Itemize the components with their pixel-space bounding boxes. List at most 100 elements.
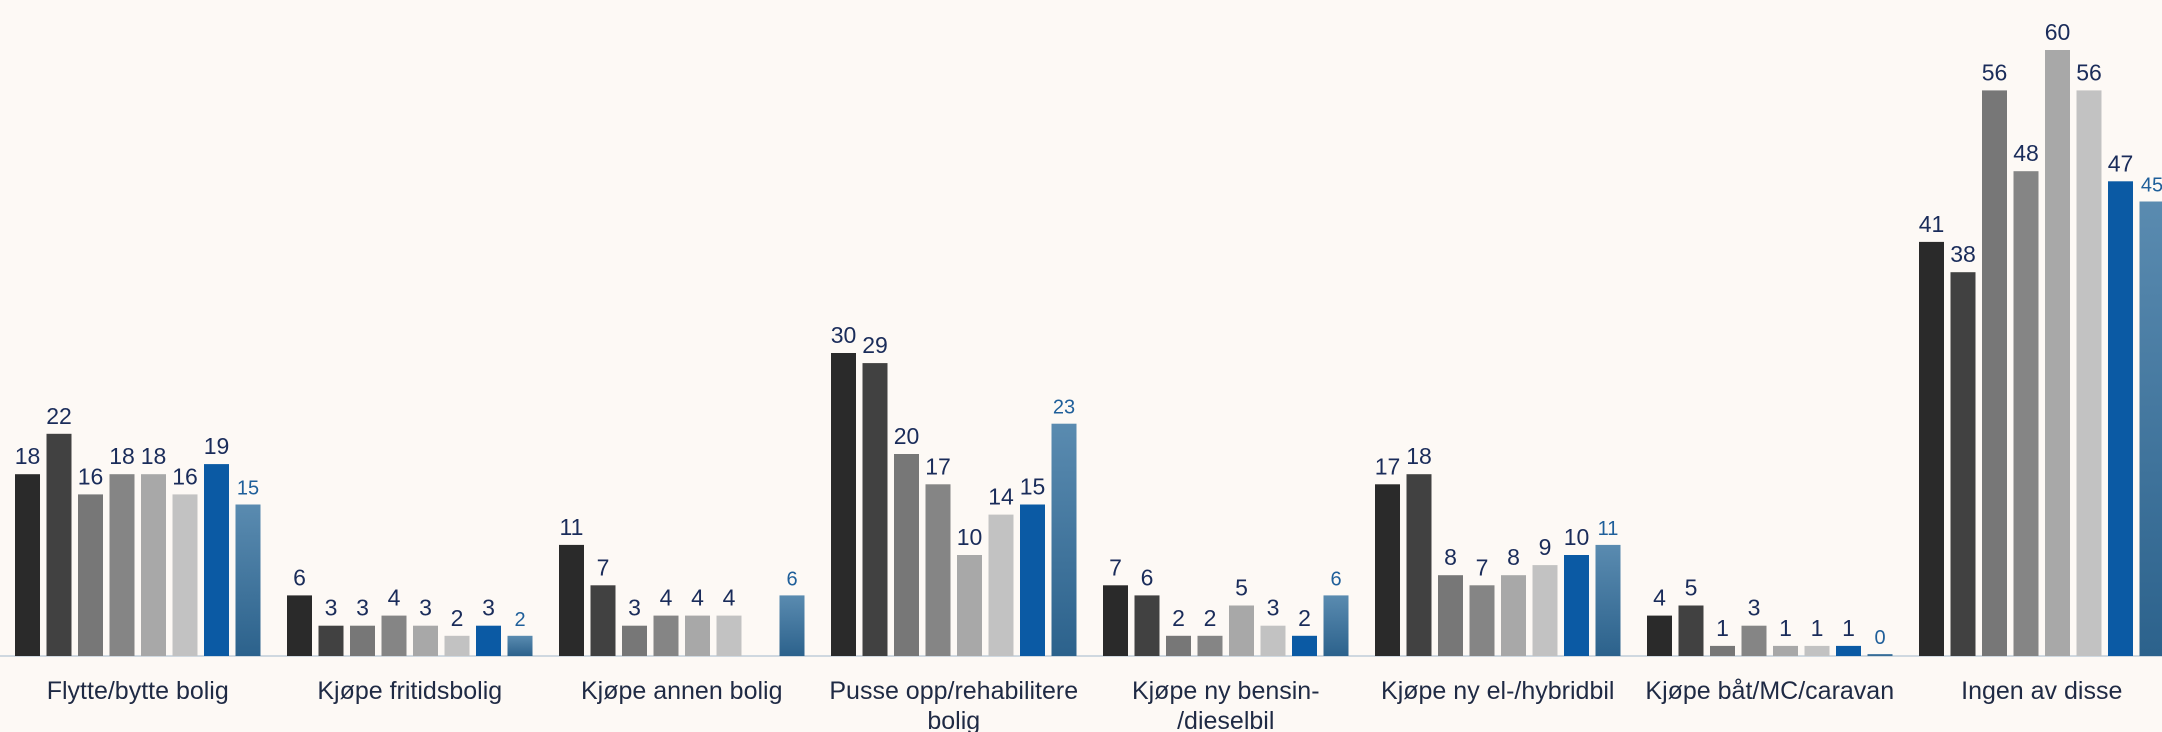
value-label-7-series-5: 1 bbox=[1779, 615, 1792, 641]
value-label-2-series-5: 3 bbox=[419, 595, 432, 621]
bar-1-series-3 bbox=[78, 494, 103, 656]
category-label-4: Pusse opp/rehabilitere bolig bbox=[829, 677, 1078, 732]
bar-8-series-3 bbox=[1982, 90, 2007, 656]
bar-5-series-8 bbox=[1323, 595, 1349, 656]
value-label-6-series-5: 8 bbox=[1507, 544, 1520, 570]
value-label-4-series-2: 29 bbox=[862, 332, 888, 358]
category-label-2: Kjøpe fritidsbolig bbox=[317, 677, 502, 705]
bar-3-series-1 bbox=[559, 544, 584, 656]
value-label-5-series-1: 7 bbox=[1109, 554, 1122, 580]
value-label-1-series-1: 18 bbox=[15, 443, 41, 469]
value-label-7-series-8: 0 bbox=[1874, 627, 1885, 649]
value-label-6-series-2: 18 bbox=[1406, 443, 1432, 469]
value-label-4-series-8: 23 bbox=[1053, 397, 1075, 419]
bar-7-series-4 bbox=[1741, 625, 1767, 656]
value-label-4-series-6: 14 bbox=[988, 484, 1014, 510]
value-label-4-series-4: 17 bbox=[925, 453, 951, 479]
bar-5-series-2 bbox=[1134, 595, 1160, 656]
value-label-6-series-3: 8 bbox=[1444, 544, 1457, 570]
bar-8-series-8 bbox=[2139, 201, 2162, 656]
value-label-1-series-5: 18 bbox=[141, 443, 167, 469]
value-label-7-series-6: 1 bbox=[1811, 615, 1824, 641]
value-label-8-series-5: 60 bbox=[2045, 19, 2071, 45]
value-label-4-series-7: 15 bbox=[1020, 474, 1046, 500]
bar-7-series-3 bbox=[1710, 645, 1735, 656]
bar-5-series-3 bbox=[1166, 635, 1191, 656]
bar-1-series-7 bbox=[204, 464, 229, 656]
bar-4-series-2 bbox=[862, 363, 888, 656]
value-label-6-series-7: 10 bbox=[1564, 524, 1590, 550]
value-label-8-series-1: 41 bbox=[1919, 211, 1945, 237]
value-label-7-series-4: 3 bbox=[1748, 595, 1761, 621]
value-label-3-series-6: 4 bbox=[723, 585, 736, 611]
bar-7-series-8 bbox=[1867, 654, 1893, 656]
bar-1-series-8 bbox=[235, 504, 261, 656]
bar-4-series-5 bbox=[957, 555, 982, 656]
bar-5-series-1 bbox=[1103, 585, 1128, 656]
value-label-8-series-7: 47 bbox=[2108, 150, 2134, 176]
value-label-3-series-1: 11 bbox=[560, 514, 584, 540]
bar-5-series-5 bbox=[1229, 605, 1254, 656]
value-label-6-series-6: 9 bbox=[1539, 534, 1552, 560]
value-label-7-series-7: 1 bbox=[1842, 615, 1855, 641]
value-label-7-series-1: 4 bbox=[1653, 585, 1666, 611]
bar-8-series-4 bbox=[2013, 171, 2039, 656]
bar-3-series-6 bbox=[716, 615, 742, 656]
bar-2-series-3 bbox=[350, 625, 375, 656]
bar-3-series-5 bbox=[685, 615, 710, 656]
bar-7-series-7 bbox=[1836, 645, 1861, 656]
value-label-3-series-3: 3 bbox=[628, 595, 641, 621]
bar-4-series-7 bbox=[1020, 504, 1045, 656]
bar-6-series-1 bbox=[1375, 484, 1400, 656]
bar-8-series-1 bbox=[1919, 241, 1944, 656]
category-label-5: Kjøpe ny bensin-/dieselbil bbox=[1132, 677, 1320, 732]
value-label-1-series-8: 15 bbox=[237, 478, 259, 500]
value-label-2-series-3: 3 bbox=[356, 595, 369, 621]
bar-2-series-5 bbox=[413, 625, 438, 656]
bar-6-series-6 bbox=[1532, 565, 1558, 656]
value-label-5-series-8: 6 bbox=[1330, 568, 1341, 590]
bar-6-series-2 bbox=[1406, 474, 1432, 656]
bar-8-series-2 bbox=[1950, 272, 1976, 656]
bar-7-series-6 bbox=[1804, 645, 1830, 656]
value-label-8-series-4: 48 bbox=[2013, 140, 2039, 166]
bar-8-series-7 bbox=[2108, 181, 2133, 657]
value-label-2-series-1: 6 bbox=[293, 564, 306, 590]
value-label-4-series-3: 20 bbox=[894, 423, 920, 449]
bar-7-series-2 bbox=[1678, 605, 1704, 656]
bar-1-series-2 bbox=[46, 433, 72, 656]
bar-6-series-3 bbox=[1438, 575, 1463, 656]
value-label-4-series-5: 10 bbox=[957, 524, 983, 550]
value-label-2-series-7: 3 bbox=[482, 595, 495, 621]
value-label-3-series-4: 4 bbox=[660, 585, 673, 611]
bar-6-series-8 bbox=[1595, 544, 1621, 656]
bar-4-series-8 bbox=[1051, 423, 1077, 656]
value-label-1-series-4: 18 bbox=[109, 443, 135, 469]
value-label-7-series-2: 5 bbox=[1685, 575, 1698, 601]
bar-5-series-6 bbox=[1260, 625, 1286, 656]
value-label-5-series-2: 6 bbox=[1141, 564, 1154, 590]
category-label-8: Ingen av disse bbox=[1961, 677, 2122, 705]
value-label-2-series-6: 2 bbox=[451, 605, 464, 631]
value-label-6-series-1: 17 bbox=[1375, 453, 1401, 479]
bar-2-series-7 bbox=[476, 625, 501, 656]
value-label-4-series-1: 30 bbox=[831, 322, 857, 348]
bar-2-series-1 bbox=[287, 595, 312, 656]
value-label-6-series-4: 7 bbox=[1476, 554, 1489, 580]
category-label-6: Kjøpe ny el-/hybridbil bbox=[1381, 677, 1614, 705]
value-label-8-series-3: 56 bbox=[1982, 59, 2008, 85]
bar-4-series-1 bbox=[831, 353, 856, 656]
bar-3-series-2 bbox=[590, 585, 616, 656]
value-label-5-series-4: 2 bbox=[1204, 605, 1217, 631]
bar-3-series-8 bbox=[779, 595, 805, 656]
value-label-1-series-3: 16 bbox=[78, 463, 104, 489]
bar-8-series-6 bbox=[2076, 90, 2102, 656]
value-label-8-series-2: 38 bbox=[1950, 241, 1976, 267]
bar-7-series-5 bbox=[1773, 645, 1798, 656]
value-label-2-series-4: 4 bbox=[388, 585, 401, 611]
value-label-1-series-7: 19 bbox=[204, 433, 230, 459]
bars-layer bbox=[15, 50, 2162, 657]
bar-5-series-7 bbox=[1292, 635, 1317, 656]
bar-7-series-1 bbox=[1647, 615, 1672, 656]
